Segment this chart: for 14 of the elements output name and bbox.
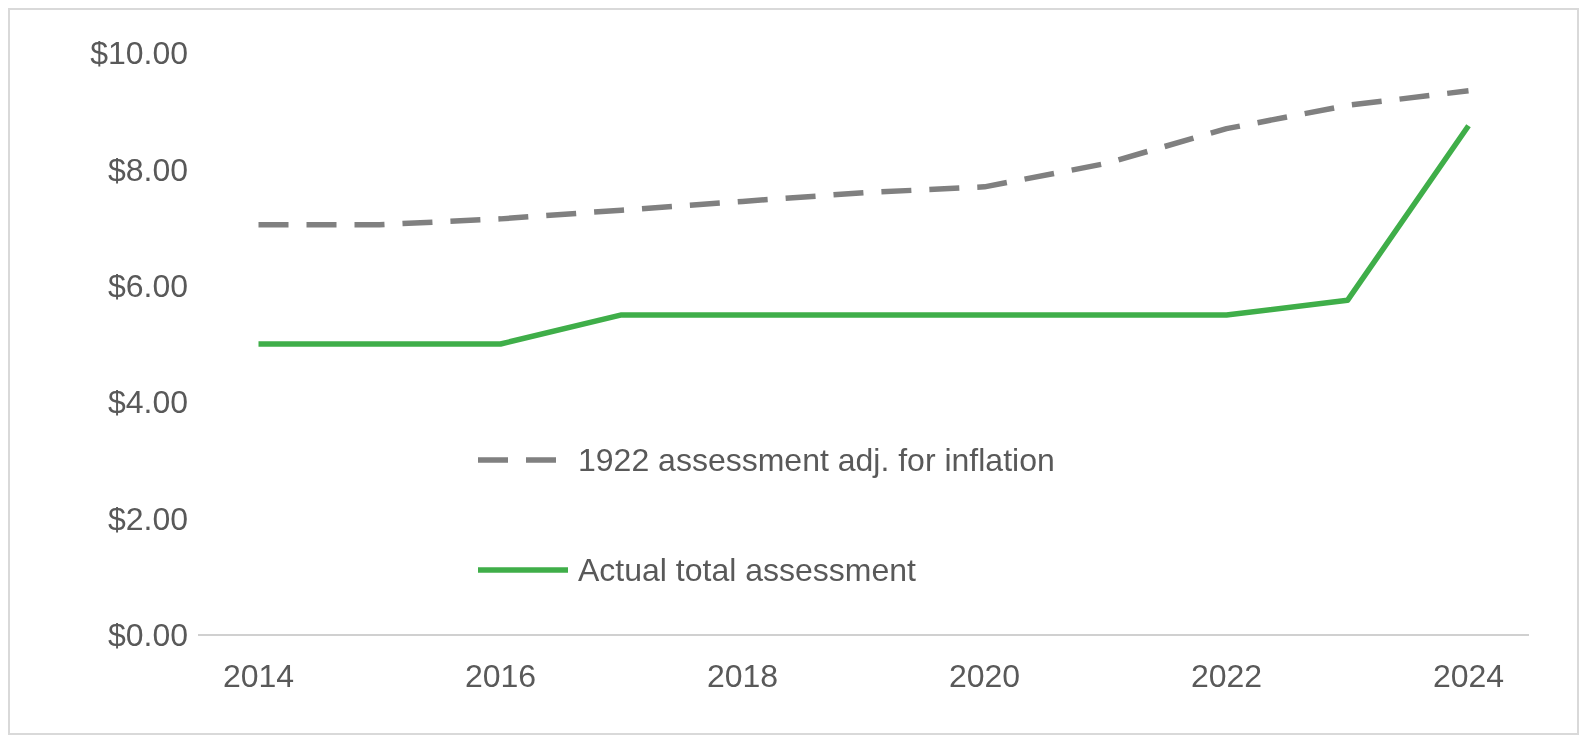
y-tick-label: $0.00 (107, 617, 188, 654)
y-tick-label: $2.00 (107, 500, 188, 537)
x-tick-label: 2020 (948, 658, 1021, 694)
legend-label: Actual total assessment (578, 552, 917, 589)
x-tick-label: 2014 (222, 658, 295, 694)
x-tick-label: 2024 (1432, 658, 1505, 694)
y-tick-label: $10.00 (90, 35, 188, 72)
x-tick-label: 2016 (464, 658, 537, 694)
y-tick-label: $4.00 (107, 384, 188, 421)
x-tick-label: 2022 (1190, 658, 1263, 694)
legend-label: 1922 assessment adj. for inflation (578, 442, 1055, 479)
y-tick-label: $8.00 (107, 151, 188, 188)
y-tick-label: $6.00 (107, 268, 188, 304)
x-tick-label: 2018 (706, 658, 779, 694)
